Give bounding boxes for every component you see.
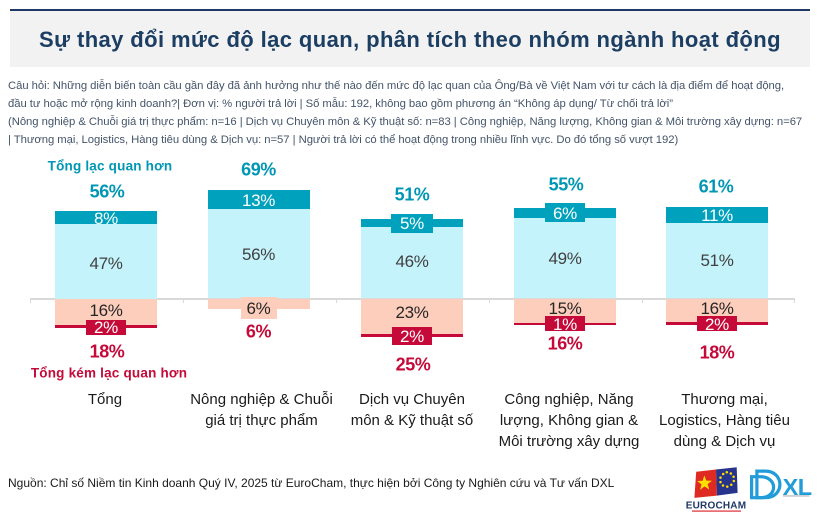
svg-text:EUROCHAM: EUROCHAM [686,501,746,512]
